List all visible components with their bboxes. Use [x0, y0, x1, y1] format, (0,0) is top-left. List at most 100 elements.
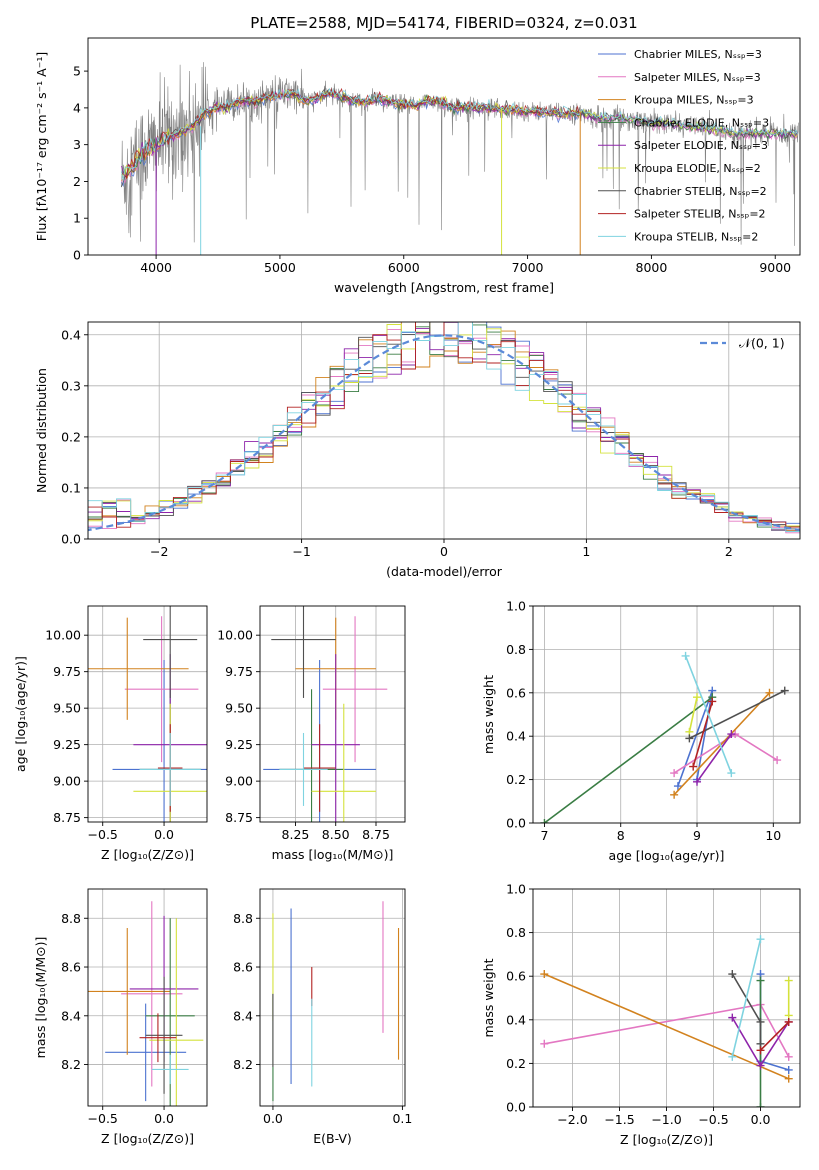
mass-vs-z-x-axis-label: Z [log₁₀(Z/Z⊙)] — [101, 1131, 194, 1146]
age-vs-z-axes: −0.5 0.0 8.75 9.00 9.25 9.50 9.75 10.00 Z [log₁₀… — [13, 605, 208, 862]
weight-vs-age-series-8 — [684, 655, 733, 774]
weight-vs-age-y-tick-label: 0.0 — [506, 816, 526, 831]
spectrum-x-axis-label: wavelength [Angstrom, rest frame] — [334, 280, 554, 295]
weight-vs-age-marker-7-0 — [689, 762, 698, 771]
weight-vs-z-y-axis-label: mass weight — [481, 958, 496, 1037]
weight-vs-age-y-axis-label: mass weight — [481, 675, 496, 754]
weight-vs-z-y-tick-label: 0.6 — [506, 969, 526, 984]
weight-vs-z-marker-7-1 — [784, 1017, 793, 1026]
mass-vs-ebv-axes: 0.0 0.1 8.2 8.4 8.6 8.8 E(B-V) — [233, 888, 412, 1146]
age-vs-mass-x-axis-label: mass [log₁₀(M/M⊙)] — [272, 847, 394, 862]
spectrum-axes: 4000 5000 6000 7000 8000 9000 0 1 2 3 4 5 wavelength… — [34, 14, 801, 295]
weight-vs-age-marker-1-0 — [670, 769, 679, 778]
residuals-x-axis-label: (data-model)/error — [386, 564, 503, 579]
age-vs-mass-plot-area — [263, 606, 388, 822]
mass-vs-z-y-tick-label: 8.8 — [61, 911, 81, 926]
residuals-y-tick-label: 0.4 — [61, 327, 81, 342]
legend-entry-7: Salpeter STELIB, Nₛₛₚ=2 — [634, 208, 766, 221]
mass-vs-ebv-plot-area — [272, 901, 400, 1102]
weight-vs-age-series-4 — [696, 733, 732, 783]
mass-vs-ebv-y-tick-label: 8.8 — [233, 911, 253, 926]
spectrum-plot-area — [121, 62, 799, 255]
residuals-y-axis-label: Normed distribution — [34, 368, 49, 493]
weight-vs-z-series-8 — [731, 938, 762, 1058]
legend-entry-3: Chabrier ELODIE, Nₛₛₚ=3 — [634, 116, 769, 129]
weight-vs-age-x-axis-label: age [log₁₀(age/yr)] — [609, 848, 725, 863]
weight-vs-age-y-tick-label: 0.8 — [506, 642, 526, 657]
residuals-y-tick-label: 0.1 — [61, 480, 81, 495]
legend-entry-5: Kroupa ELODIE, Nₛₛₚ=2 — [634, 162, 761, 175]
weight-vs-age-marker-2-0 — [670, 790, 679, 799]
age-vs-mass-y-tick-label: 9.75 — [225, 664, 253, 679]
weight-vs-z-marker-2-0 — [540, 970, 549, 979]
spectrum-y-axis-label: Flux [fλ10⁻¹⁷ erg cm⁻² s⁻¹ A⁻¹] — [34, 52, 49, 241]
weight-vs-z-y-tick-label: 0.0 — [506, 1100, 526, 1115]
weight-vs-age-marker-6-0 — [685, 734, 694, 743]
weight-vs-age-x-tick-label: 8 — [617, 828, 625, 843]
weight-vs-z-marker-4-1 — [756, 1061, 765, 1070]
weight-vs-age-series-5 — [688, 696, 698, 733]
residuals-y-tick-label: 0.2 — [61, 429, 81, 444]
weight-vs-age-y-tick-label: 1.0 — [506, 599, 526, 614]
weight-vs-z-x-tick-label: −2.0 — [557, 1112, 587, 1127]
spectrum-y-tick-label: 1 — [73, 211, 81, 226]
spectrum-title: PLATE=2588, MJD=54174, FIBERID=0324, z=0… — [250, 14, 637, 32]
weight-vs-z-marker-6-0 — [728, 970, 737, 979]
age-vs-mass-y-tick-label: 10.00 — [217, 628, 253, 643]
age-vs-z-y-tick-label: 9.50 — [53, 701, 81, 716]
spectrum-plot-bg — [88, 38, 800, 255]
weight-vs-age-y-tick-label: 0.4 — [506, 729, 526, 744]
mass-vs-z-x-tick-label: −0.5 — [88, 1111, 118, 1126]
mass-vs-z-axes: −0.5 0.0 8.2 8.4 8.6 8.8 Z [log₁₀(Z/Z⊙)] mass [… — [33, 888, 208, 1146]
spectrum-x-tick-label: 5000 — [264, 260, 296, 275]
weight-vs-z-marker-3-0 — [756, 1103, 765, 1107]
mass-vs-ebv-y-tick-label: 8.2 — [233, 1057, 253, 1072]
mass-vs-z-y-tick-label: 8.6 — [61, 960, 81, 975]
weight-vs-z-marker-4-0 — [728, 1013, 737, 1022]
weight-vs-age-frame — [532, 605, 801, 824]
weight-vs-z-x-axis-label: Z [log₁₀(Z/Z⊙)] — [620, 1132, 713, 1147]
weight-vs-age-marker-0-0 — [673, 782, 682, 791]
weight-vs-z-marker-6-1 — [756, 1017, 765, 1026]
mass-vs-z-y-tick-label: 8.4 — [61, 1008, 81, 1023]
residual-histogram-6 — [88, 322, 800, 539]
age-vs-z-plot-area — [88, 606, 207, 822]
weight-vs-z-marker-7-0 — [756, 1046, 765, 1055]
weight-vs-age-marker-8-1 — [727, 769, 736, 778]
weight-vs-age-x-tick-label: 7 — [540, 828, 548, 843]
residuals-x-tick-label: 2 — [725, 544, 733, 559]
weight-vs-z-marker-3-1 — [756, 976, 765, 985]
legend-entry-4: Salpeter ELODIE, Nₛₛₚ=3 — [634, 139, 768, 152]
weight-vs-z-axes: −2.0 −1.5 −1.0 −0.5 0.0 0.0 0.2 0.4 0.6 0.8 1.0 Z [… — [481, 882, 801, 1147]
weight-vs-age-marker-1-2 — [773, 756, 782, 765]
age-vs-mass-x-tick-label: 8.50 — [322, 827, 350, 842]
weight-vs-z-y-tick-label: 0.4 — [506, 1012, 526, 1027]
weight-vs-age-plot-area — [540, 651, 789, 823]
residuals-axes: −2 −1 0 1 2 0.0 0.1 0.2 0.3 0.4 (data-model)/error… — [34, 321, 801, 579]
spectrum-model-line-6 — [121, 88, 798, 188]
weight-vs-age-marker-2-1 — [765, 688, 774, 697]
mass-vs-ebv-y-tick-label: 8.6 — [233, 960, 253, 975]
age-vs-mass-y-tick-label: 9.25 — [225, 737, 253, 752]
residuals-y-tick-label: 0.3 — [61, 378, 81, 393]
residual-histogram-8 — [88, 322, 800, 539]
weight-vs-age-series-7 — [692, 701, 714, 767]
legend-entry-6: Chabrier STELIB, Nₛₛₚ=2 — [634, 185, 767, 198]
weight-vs-age-marker-7-1 — [708, 697, 717, 706]
spectrum-y-tick-label: 0 — [73, 248, 81, 263]
weight-vs-age-plot-bg — [533, 606, 800, 823]
weight-vs-z-marker-1-0 — [540, 1039, 549, 1048]
age-vs-mass-y-tick-label: 9.00 — [225, 774, 253, 789]
age-vs-z-plot-bg — [88, 606, 207, 822]
weight-vs-z-marker-0-0 — [784, 1065, 793, 1074]
weight-vs-age-marker-5-1 — [693, 693, 702, 702]
mass-vs-ebv-y-tick-label: 8.4 — [233, 1008, 253, 1023]
weight-vs-z-y-tick-label: 0.8 — [506, 925, 526, 940]
weight-vs-z-x-tick-label: −1.0 — [651, 1112, 681, 1127]
age-vs-z-y-tick-label: 9.00 — [53, 774, 81, 789]
legend-entry-1: Salpeter MILES, Nₛₛₚ=3 — [634, 71, 761, 84]
weight-vs-age-marker-4-0 — [693, 777, 702, 786]
weight-vs-age-series-6 — [689, 689, 786, 740]
mass-vs-ebv-x-tick-label: 0.1 — [392, 1111, 412, 1126]
